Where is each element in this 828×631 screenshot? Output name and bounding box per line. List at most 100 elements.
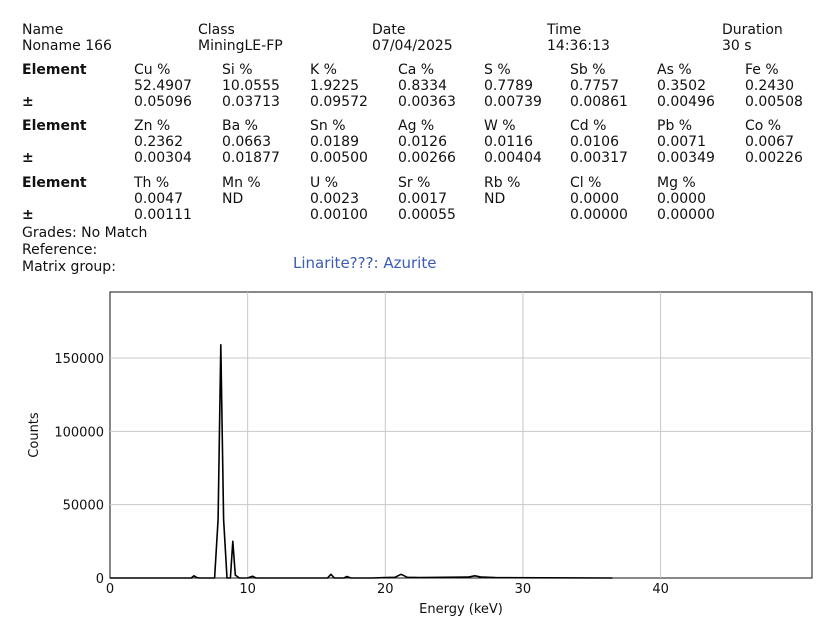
duration-label: Duration	[722, 22, 783, 38]
element-row-label: Element	[22, 62, 87, 78]
x-tick-label: 20	[377, 582, 394, 597]
uncertainty-row-label: ±	[22, 150, 34, 166]
y-tick-label: 150000	[54, 352, 104, 367]
element-value: 0.0116	[484, 134, 533, 150]
element-uncertainty: 0.00349	[657, 150, 715, 166]
element-value: 0.0047	[134, 191, 183, 207]
element-value: ND	[484, 191, 506, 207]
element-uncertainty: 0.00404	[484, 150, 542, 166]
class-value: MiningLE-FP	[198, 38, 283, 54]
name-label: Name	[22, 22, 64, 38]
element-name: Cu %	[134, 62, 171, 78]
element-name: Cl %	[570, 175, 602, 191]
element-uncertainty: 0.00861	[570, 94, 628, 110]
element-value: 0.0663	[222, 134, 271, 150]
element-value: 0.0023	[310, 191, 359, 207]
element-value: 0.7757	[570, 78, 619, 94]
y-tick-label: 0	[96, 572, 104, 587]
element-uncertainty: 0.00363	[398, 94, 456, 110]
element-name: Co %	[745, 118, 782, 134]
element-row-label: Element	[22, 118, 87, 134]
x-tick-label: 0	[106, 582, 114, 597]
element-value: 52.4907	[134, 78, 192, 94]
element-uncertainty: 0.00500	[310, 150, 368, 166]
element-uncertainty: 0.00508	[745, 94, 803, 110]
element-uncertainty: 0.00317	[570, 150, 628, 166]
class-label: Class	[198, 22, 235, 38]
element-name: K %	[310, 62, 337, 78]
element-uncertainty: 0.00266	[398, 150, 456, 166]
x-tick-label: 30	[515, 582, 532, 597]
grades-line: Grades: No Match	[22, 225, 148, 241]
reference-line: Reference:	[22, 242, 98, 258]
x-tick-label: 10	[239, 582, 256, 597]
element-uncertainty: 0.00000	[570, 207, 628, 223]
element-value: 0.8334	[398, 78, 447, 94]
element-value: 0.0071	[657, 134, 706, 150]
element-name: W %	[484, 118, 516, 134]
element-name: S %	[484, 62, 511, 78]
element-name: U %	[310, 175, 338, 191]
x-tick-label: 40	[652, 582, 669, 597]
name-value: Noname 166	[22, 38, 112, 54]
element-name: Ca %	[398, 62, 435, 78]
mineral-note: Linarite???: Azurite	[293, 254, 437, 272]
element-value: 0.0017	[398, 191, 447, 207]
matrix-group-line: Matrix group:	[22, 259, 116, 275]
grid-layer	[110, 292, 812, 578]
element-value: 10.0555	[222, 78, 280, 94]
element-name: Ba %	[222, 118, 258, 134]
element-name: Cd %	[570, 118, 607, 134]
element-uncertainty: 0.00111	[134, 207, 192, 223]
element-value: 0.2362	[134, 134, 183, 150]
element-value: 0.0000	[570, 191, 619, 207]
element-name: Rb %	[484, 175, 521, 191]
tick-layer: 0 10 20 30 40 0 50000 100000 150000	[54, 352, 669, 597]
element-value: 0.0000	[657, 191, 706, 207]
element-name: Fe %	[745, 62, 779, 78]
element-uncertainty: 0.00496	[657, 94, 715, 110]
element-uncertainty: 0.09572	[310, 94, 368, 110]
element-name: Sr %	[398, 175, 431, 191]
element-value: 0.0189	[310, 134, 359, 150]
element-value: 1.9225	[310, 78, 359, 94]
element-name: Si %	[222, 62, 253, 78]
element-row-label: Element	[22, 175, 87, 191]
element-value: 0.2430	[745, 78, 794, 94]
y-tick-label: 50000	[63, 499, 104, 514]
uncertainty-row-label: ±	[22, 207, 34, 223]
element-name: Sn %	[310, 118, 346, 134]
time-label: Time	[547, 22, 582, 38]
element-value: ND	[222, 191, 244, 207]
element-uncertainty: 0.00000	[657, 207, 715, 223]
element-value: 0.3502	[657, 78, 706, 94]
date-value: 07/04/2025	[372, 38, 453, 54]
element-name: Zn %	[134, 118, 171, 134]
element-value: 0.0067	[745, 134, 794, 150]
element-uncertainty: 0.00304	[134, 150, 192, 166]
x-axis-label: Energy (keV)	[419, 602, 503, 617]
y-axis-label: Counts	[27, 412, 42, 458]
element-name: Ag %	[398, 118, 435, 134]
element-value: 0.0126	[398, 134, 447, 150]
element-uncertainty: 0.03713	[222, 94, 280, 110]
element-uncertainty: 0.00739	[484, 94, 542, 110]
time-value: 14:36:13	[547, 38, 610, 54]
uncertainty-row-label: ±	[22, 94, 34, 110]
element-name: Mg %	[657, 175, 696, 191]
plot-frame	[109, 291, 813, 579]
element-uncertainty: 0.01877	[222, 150, 280, 166]
element-value: 0.7789	[484, 78, 533, 94]
spectrum-line	[110, 343, 613, 579]
element-name: Th %	[134, 175, 170, 191]
element-name: As %	[657, 62, 692, 78]
element-value: 0.0106	[570, 134, 619, 150]
element-name: Sb %	[570, 62, 606, 78]
element-uncertainty: 0.00100	[310, 207, 368, 223]
element-uncertainty: 0.00055	[398, 207, 456, 223]
duration-value: 30 s	[722, 38, 752, 54]
element-uncertainty: 0.05096	[134, 94, 192, 110]
element-name: Pb %	[657, 118, 693, 134]
date-label: Date	[372, 22, 406, 38]
